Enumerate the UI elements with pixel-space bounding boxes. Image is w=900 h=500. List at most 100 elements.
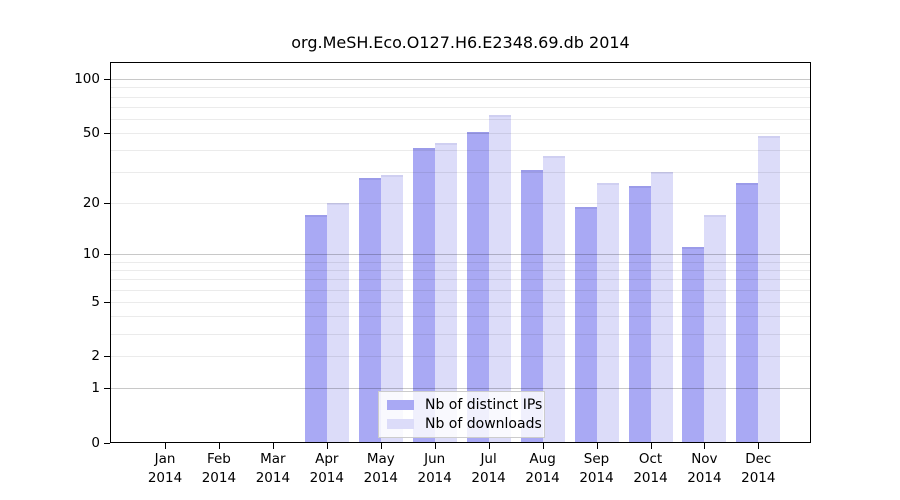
bar-nb-of-downloads-may [380,174,403,443]
x-tick-year: 2014 [579,470,614,486]
legend: Nb of distinct IPs Nb of downloads [378,391,545,438]
bar-nb-of-distinct-ips-jul [466,131,489,443]
x-tick-month: Mar [260,451,286,467]
gridline-minor-80 [110,96,811,98]
y-tick-label-50: 50 [82,125,100,142]
bar-nb-of-downloads-dec [758,136,781,443]
gridline-major-1 [110,388,811,390]
chart-title: org.MeSH.Eco.O127.H6.E2348.69.db 2014 [291,33,630,52]
bar-nb-of-downloads-sep [596,183,619,443]
x-tick-aug [542,443,544,449]
x-tick-month: Jul [480,451,497,467]
x-tick-mar [272,443,274,449]
x-tick-jul [488,443,490,449]
y-tick-1 [104,388,110,390]
x-tick-year: 2014 [201,470,237,486]
bar-nb-of-distinct-ips-jun [412,148,435,443]
bar-nb-of-distinct-ips-apr [304,215,327,443]
y-tick-label-0: 0 [91,435,100,451]
legend-label-downloads: Nb of downloads [425,416,542,432]
x-tick-month: Feb [206,451,231,467]
bar-nb-of-downloads-jul [488,115,511,443]
x-tick-label-jun: Jun 2014 [405,450,465,488]
x-tick-jan [165,443,166,449]
y-tick-100 [104,79,110,81]
gridline-minor-8 [110,269,811,271]
legend-swatch-downloads [387,419,414,429]
gridline-minor-4 [110,316,811,318]
y-tick-5 [104,301,110,303]
x-tick-label-jul: Jul 2014 [459,450,519,488]
y-tick-label-5: 5 [91,293,100,310]
x-tick-year: 2014 [147,470,183,486]
bar-nb-of-downloads-jun [434,142,457,443]
gridline-minor-6 [110,289,811,291]
x-tick-month: May [366,451,395,467]
x-tick-jun [434,443,436,449]
x-tick-dec [758,443,760,449]
x-tick-month: Jun [424,451,446,467]
gridline-minor-50 [110,133,811,135]
bar-nb-of-downloads-nov [704,215,727,443]
y-tick-label-20: 20 [82,195,100,211]
y-tick-label-100: 100 [74,71,100,88]
gridline-major-100 [110,79,811,81]
gridline-minor-7 [110,279,811,281]
gridline-minor-3 [110,333,811,335]
gridline-minor-9 [110,261,811,263]
y-tick-2 [104,356,110,358]
bar-nb-of-distinct-ips-oct [628,186,651,443]
x-tick-month: Aug [529,451,556,467]
x-tick-label-apr: Apr 2014 [297,450,357,488]
x-tick-label-aug: Aug 2014 [513,450,573,488]
x-tick-label-dec: Dec 2014 [728,450,788,488]
x-tick-nov [704,443,706,449]
x-tick-label-sep: Sep 2014 [567,450,627,488]
gridline-minor-5 [110,301,811,303]
x-tick-year: 2014 [255,470,291,486]
x-tick-year: 2014 [417,470,452,486]
x-tick-year: 2014 [633,470,668,486]
x-tick-month: Jan [154,451,176,467]
gridline-minor-20 [110,203,811,204]
y-tick-20 [104,203,110,204]
bar-nb-of-distinct-ips-dec [736,183,759,443]
x-tick-month: Dec [745,451,772,467]
y-tick-label-2: 2 [91,348,100,365]
x-tick-year: 2014 [363,470,398,486]
gridline-minor-60 [110,119,811,120]
legend-swatch-distinct-ips [387,400,414,410]
x-tick-year: 2014 [471,470,506,486]
x-tick-apr [326,443,328,449]
x-tick-month: Oct [638,451,663,467]
x-tick-year: 2014 [687,470,722,486]
x-tick-label-feb: Feb 2014 [189,450,249,488]
x-tick-feb [218,443,220,449]
gridline-major-10 [110,254,811,255]
x-tick-year: 2014 [741,470,776,486]
gridline-minor-30 [110,172,811,174]
y-tick-10 [104,254,110,255]
x-tick-label-jan: Jan 2014 [135,450,195,488]
x-tick-may [380,443,382,449]
gridline-minor-40 [110,150,811,152]
gridline-minor-70 [110,107,811,108]
legend-label-distinct-ips: Nb of distinct IPs [425,397,543,413]
y-tick-0 [104,443,110,444]
bar-nb-of-downloads-apr [326,203,349,443]
x-tick-month: Sep [583,451,610,467]
x-tick-label-mar: Mar 2014 [243,450,303,488]
x-tick-label-may: May 2014 [351,450,411,488]
bar-nb-of-distinct-ips-sep [574,206,597,443]
legend-item-downloads: Nb of downloads [387,416,542,432]
bar-nb-of-downloads-aug [542,156,565,443]
x-tick-year: 2014 [525,470,560,486]
x-tick-month: Nov [691,451,718,467]
legend-item-distinct-ips: Nb of distinct IPs [387,397,542,413]
gridline-minor-2 [110,356,811,358]
gridline-minor-90 [110,87,811,89]
x-tick-year: 2014 [309,470,344,486]
bar-nb-of-downloads-oct [650,172,673,443]
bar-nb-of-distinct-ips-nov [682,247,705,443]
bar-nb-of-distinct-ips-aug [520,169,543,443]
